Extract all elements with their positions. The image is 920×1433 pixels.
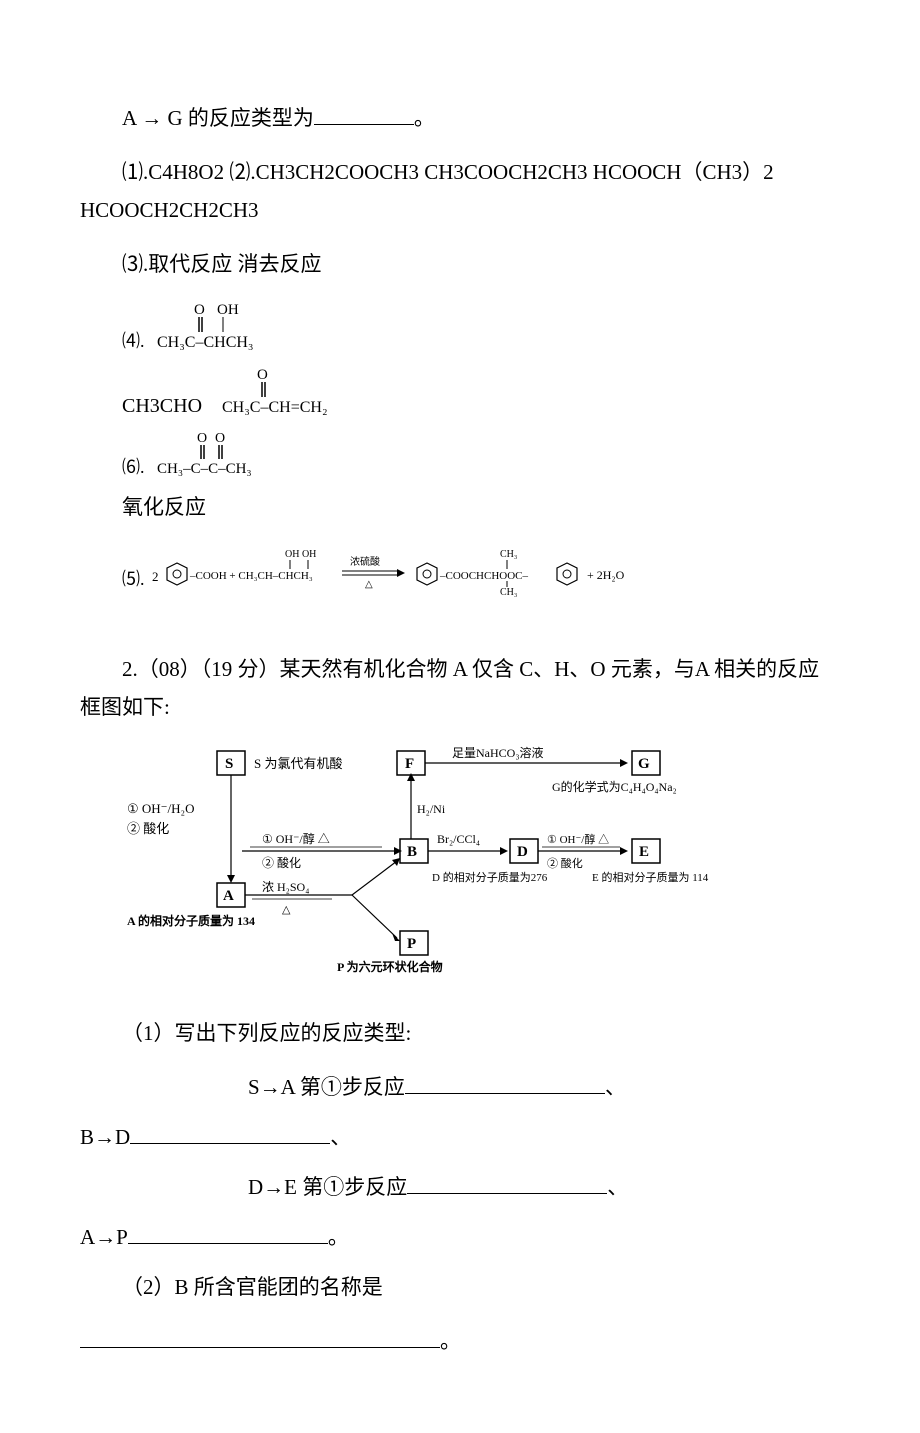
box-p: P bbox=[407, 936, 416, 952]
box-g: G bbox=[638, 756, 650, 772]
reaction-diagram: S S 为氯代有机酸 F 足量NaHCO₃溶液 G G的化学式为C₄H₄O₄Na… bbox=[122, 743, 840, 996]
s6-o2: O bbox=[215, 431, 225, 446]
answer-12: ⑴.C4H8O2 ⑵.CH3CH2COOCH3 CH3COOCH2CH3 HCO… bbox=[80, 154, 840, 230]
comma1: 、 bbox=[605, 1075, 626, 1099]
mid-step1: ① OH⁻/醇 △ bbox=[262, 831, 330, 846]
q2-2-blank-line: 。 bbox=[80, 1323, 840, 1361]
q2-1b-line: B→D 、 bbox=[80, 1119, 840, 1157]
s5-cooh: –COOH + CH₃CH–CHCH₃ bbox=[189, 570, 313, 582]
s-note: S 为氯代有机酸 bbox=[254, 756, 342, 771]
s4b-o: O bbox=[257, 367, 268, 383]
label-6: ⑹. bbox=[122, 457, 145, 477]
label-5: ⑸. bbox=[122, 569, 145, 589]
s5-suffix: + 2H₂O bbox=[587, 568, 625, 582]
comma3: 、 bbox=[607, 1175, 628, 1199]
box-s: S bbox=[225, 756, 233, 772]
nahco3: 足量NaHCO₃溶液 bbox=[452, 745, 544, 760]
q2-1c-line: D→E 第①步反应 、 bbox=[248, 1169, 840, 1207]
q2-1c-prefix: D→E 第①步反应 bbox=[248, 1175, 407, 1199]
s4a-oh: OH bbox=[217, 302, 239, 318]
period1: 。 bbox=[328, 1225, 349, 1249]
left-step2: ② 酸化 bbox=[127, 821, 169, 836]
formula-4a: ⑷. O OH CH₃C–CHCH₃ bbox=[122, 299, 840, 354]
blank-ap bbox=[128, 1219, 328, 1244]
box-a: A bbox=[223, 888, 234, 904]
q2-1b-prefix: B→D bbox=[80, 1125, 130, 1149]
s5-oh: OH OH bbox=[285, 549, 316, 560]
s5-arrow-bot: △ bbox=[365, 579, 373, 590]
period2: 。 bbox=[440, 1329, 461, 1353]
diagram-svg: S S 为氯代有机酸 F 足量NaHCO₃溶液 G G的化学式为C₄H₄O₄Na… bbox=[122, 743, 742, 983]
q2-1d-prefix: A→P bbox=[80, 1225, 128, 1249]
structure-5-svg: ⑸. 2 –COOH + CH₃CH–CHCH₃ OH OH 浓硫酸 △ –CO… bbox=[122, 543, 742, 603]
right-step2: ② 酸化 bbox=[547, 856, 583, 870]
d-note: D 的相对分子质量为276 bbox=[432, 870, 548, 884]
label-4: ⑷. bbox=[122, 331, 145, 351]
box-b: B bbox=[407, 844, 417, 860]
formula-6: ⑹. O O CH₃–C–C–CH₃ bbox=[122, 429, 840, 479]
box-d: D bbox=[517, 844, 528, 860]
q2-intro: 2.（08）（19 分）某天然有机化合物 A 仅含 C、H、O 元素，与A 相关… bbox=[80, 651, 840, 727]
structure-6-svg: ⑹. O O CH₃–C–C–CH₃ bbox=[122, 429, 322, 479]
oxidation-label: 氧化反应 bbox=[122, 495, 206, 519]
e-note: E 的相对分子质量为 114 bbox=[592, 870, 709, 884]
structure-4a-svg: ⑷. O OH CH₃C–CHCH₃ bbox=[122, 299, 322, 354]
q2-1-text: （1）写出下列反应的反应类型: bbox=[122, 1021, 411, 1045]
box-f: F bbox=[405, 756, 414, 772]
s5-mid: –COOCHCHOOC– bbox=[439, 570, 529, 582]
s5-arrow-top: 浓硫酸 bbox=[350, 555, 380, 568]
s5-ch3t: CH₃ bbox=[500, 549, 517, 560]
q2-2: （2）B 所含官能团的名称是 bbox=[80, 1269, 840, 1307]
structure-4b-svg: CH3CHO O CH₃C–CH=CH₂ bbox=[122, 364, 402, 419]
box-e: E bbox=[639, 844, 649, 860]
answer-3-text: ⑶.取代反应 消去反应 bbox=[122, 252, 322, 276]
blank-de bbox=[407, 1169, 607, 1194]
q2-intro-text: 2.（08）（19 分）某天然有机化合物 A 仅含 C、H、O 元素，与A 相关… bbox=[80, 657, 819, 719]
blank-bd bbox=[130, 1119, 330, 1144]
ch3cho-prefix: CH3CHO bbox=[122, 395, 202, 417]
q2-1a-prefix: S→A 第①步反应 bbox=[248, 1075, 405, 1099]
mid-step2: ② 酸化 bbox=[262, 855, 301, 870]
br2: Br₂/CCl₄ bbox=[437, 832, 480, 846]
s4a-main: CH₃C–CHCH₃ bbox=[157, 334, 254, 351]
q2-2-text: （2）B 所含官能团的名称是 bbox=[122, 1275, 383, 1299]
h2ni: H₂/Ni bbox=[417, 802, 446, 816]
p-note: P 为六元环状化合物 bbox=[337, 959, 443, 974]
s6-o1: O bbox=[197, 431, 207, 446]
h2so4: 浓 H₂SO₄ bbox=[262, 880, 309, 894]
right-step1: ① OH⁻/醇 △ bbox=[547, 832, 609, 846]
blank-sa bbox=[405, 1069, 605, 1094]
blank-ag bbox=[314, 100, 414, 125]
oxidation-text: 氧化反应 bbox=[80, 489, 840, 527]
formula-5: ⑸. 2 –COOH + CH₃CH–CHCH₃ OH OH 浓硫酸 △ –CO… bbox=[122, 543, 840, 603]
s6-main: CH₃–C–C–CH₃ bbox=[157, 461, 252, 477]
ag-prefix: A → G 的反应类型为 bbox=[122, 106, 314, 130]
q2-1d-line: A→P 。 bbox=[80, 1219, 840, 1257]
blank-b-group bbox=[80, 1323, 440, 1348]
ag-suffix: 。 bbox=[414, 106, 435, 130]
s5-ch3b: CH₃ bbox=[500, 587, 517, 598]
q2-1a-line: S→A 第①步反应 、 bbox=[248, 1069, 840, 1107]
formula-4b: CH3CHO O CH₃C–CH=CH₂ bbox=[122, 364, 840, 419]
comma2: 、 bbox=[330, 1125, 351, 1149]
s4b-main: CH₃C–CH=CH₂ bbox=[222, 399, 328, 416]
line-ag-reaction: A → G 的反应类型为 。 bbox=[80, 100, 840, 138]
s5-prefix: 2 bbox=[152, 569, 159, 584]
g-note: G的化学式为C₄H₄O₄Na₂ bbox=[552, 779, 677, 794]
answer-3: ⑶.取代反应 消去反应 bbox=[80, 246, 840, 284]
answer-12-text: ⑴.C4H8O2 ⑵.CH3CH2COOCH3 CH3COOCH2CH3 HCO… bbox=[80, 160, 774, 222]
left-step1: ① OH⁻/H₂O bbox=[127, 801, 194, 816]
q2-1: （1）写出下列反应的反应类型: bbox=[80, 1015, 840, 1053]
s4a-o: O bbox=[194, 302, 205, 318]
delta: △ bbox=[282, 904, 291, 916]
a-note: A 的相对分子质量为 134 bbox=[127, 913, 255, 928]
